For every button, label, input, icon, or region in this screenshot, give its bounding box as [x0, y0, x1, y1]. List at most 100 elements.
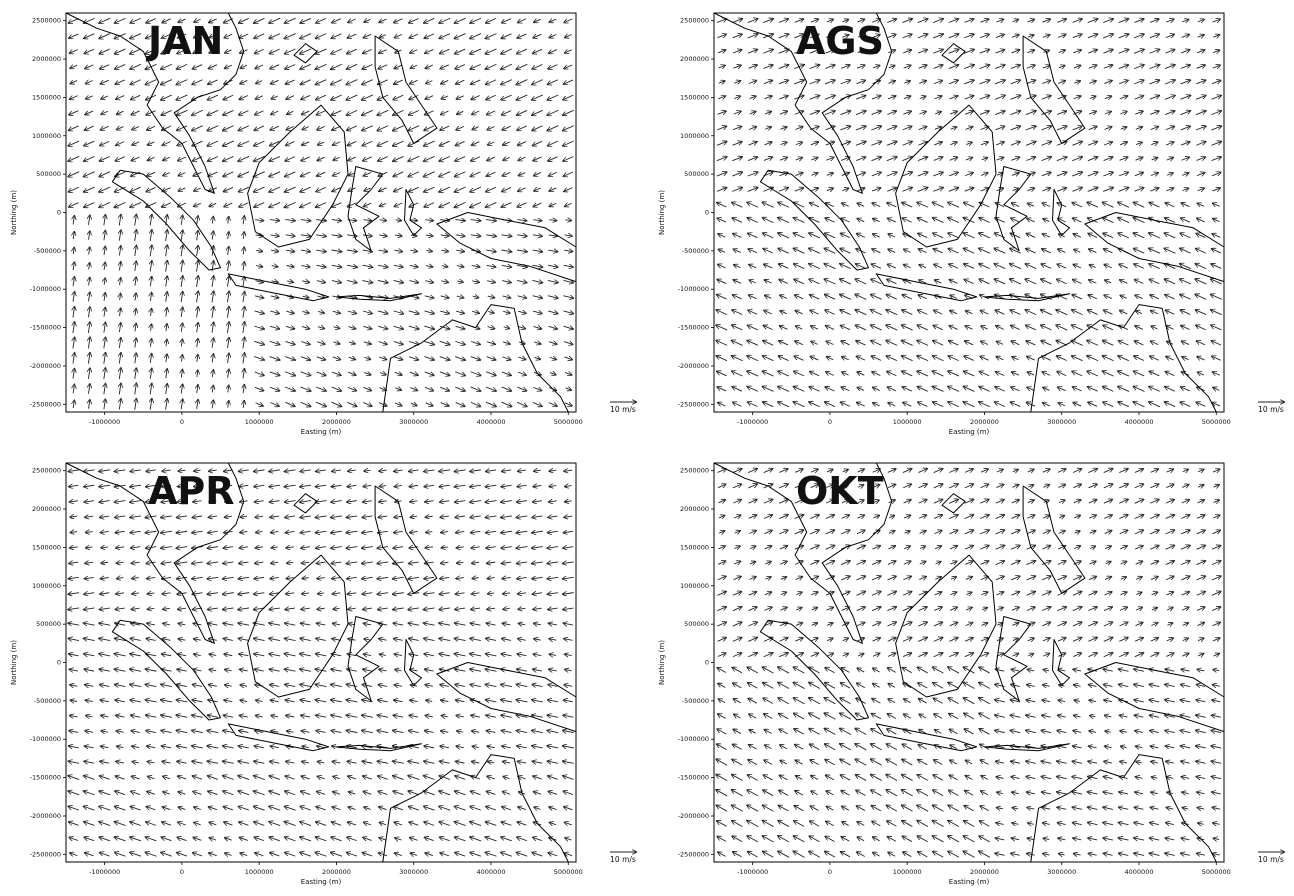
y-tick-label: 2500000 — [32, 467, 61, 475]
y-tick-label: 0 — [57, 209, 61, 217]
wind-vector — [150, 369, 151, 379]
y-tick-label: -1500000 — [30, 324, 61, 332]
wind-vector — [331, 386, 341, 391]
x-tick-label: 5000000 — [1202, 418, 1231, 426]
x-tick-label: 4000000 — [1125, 868, 1154, 876]
wind-vector — [285, 401, 294, 406]
wind-vector — [317, 327, 324, 329]
x-tick-label: 1000000 — [893, 418, 922, 426]
wind-vector — [441, 281, 448, 283]
wind-vector — [424, 311, 433, 314]
wind-vector — [472, 311, 479, 313]
wind-vector — [284, 371, 295, 376]
wind-vector — [166, 276, 168, 287]
wind-vector — [104, 368, 106, 380]
x-tick-label: 1000000 — [245, 868, 274, 876]
wind-vector — [150, 245, 152, 257]
wind-vector — [285, 386, 295, 391]
wind-vector — [548, 250, 557, 252]
wind-vector — [409, 281, 418, 283]
wind-vector — [424, 387, 433, 390]
wind-vector — [120, 308, 121, 317]
wind-vector — [88, 353, 90, 364]
wind-vector — [409, 265, 418, 267]
wind-vector — [228, 232, 229, 240]
wind-vector — [254, 371, 264, 376]
wind-vector — [243, 307, 245, 318]
wind-vector — [457, 281, 462, 282]
y-axis-label: Northing (m) — [658, 640, 666, 685]
wind-vector — [243, 247, 244, 255]
wind-vector — [212, 386, 213, 393]
wind-vector — [255, 266, 262, 267]
wind-vector — [393, 311, 403, 314]
wind-vector — [254, 340, 264, 344]
wind-vector — [317, 342, 324, 344]
wind-vector — [243, 262, 244, 271]
y-tick-label: -2500000 — [678, 400, 709, 408]
wind-vector — [212, 291, 214, 303]
map-panel-apr: 2500000 2000000 1500000 1000000 500000 0 -5000… — [8, 456, 648, 896]
wind-vector — [533, 387, 541, 390]
wind-vector — [119, 338, 120, 348]
y-tick-label: -1000000 — [30, 735, 61, 743]
y-tick-label: 1000000 — [680, 582, 709, 590]
y-tick-label: -500000 — [682, 247, 709, 255]
wind-vector — [286, 296, 293, 298]
wind-vector — [315, 401, 326, 406]
wind-vector — [502, 357, 511, 360]
wind-vector — [547, 265, 558, 267]
wind-vector — [73, 292, 74, 302]
wind-vector — [73, 232, 74, 240]
wind-vector — [243, 322, 245, 334]
wind-vector — [363, 342, 371, 344]
wind-vector — [316, 371, 325, 376]
wind-vector — [212, 354, 213, 363]
y-tick-label: 2000000 — [32, 505, 61, 513]
x-tick-label: 5000000 — [1202, 868, 1231, 876]
map-svg-okt: 25000002000000150000010000005000000-5000… — [658, 462, 1294, 886]
wind-vector — [502, 342, 510, 344]
reference-vector-label: 10 m/s — [1258, 855, 1284, 864]
wind-vector — [135, 399, 137, 410]
wind-vector — [470, 235, 480, 236]
wind-vector — [181, 339, 182, 347]
wind-vector — [285, 326, 294, 329]
wind-vector — [501, 250, 512, 252]
wind-vector — [316, 250, 326, 252]
wind-vector — [150, 339, 151, 347]
wind-vector — [332, 311, 340, 313]
wind-vector — [455, 235, 465, 236]
wind-vector — [410, 403, 417, 405]
wind-vector — [548, 342, 557, 345]
wind-vector — [89, 247, 90, 255]
wind-vector — [243, 292, 245, 303]
wind-vector — [269, 386, 279, 391]
wind-vector — [181, 245, 183, 257]
wind-vector — [150, 384, 152, 395]
map-panel-okt: 2500000 2000000 1500000 1000000 500000 0 -5000… — [656, 456, 1294, 896]
wind-vector — [181, 355, 182, 362]
wind-vector — [456, 250, 464, 251]
wind-vector — [135, 368, 137, 380]
wind-vector — [135, 293, 136, 301]
wind-vector — [333, 342, 339, 344]
wind-vector — [395, 388, 401, 390]
wind-vector — [532, 296, 542, 298]
wind-vector — [243, 277, 244, 287]
wind-vector — [73, 401, 74, 409]
wind-vector — [89, 292, 90, 302]
wind-vector — [301, 342, 309, 345]
wind-vector — [362, 280, 372, 282]
wind-vector — [471, 265, 480, 267]
x-tick-label: 4000000 — [477, 418, 506, 426]
wind-vector — [301, 326, 309, 328]
wind-vector — [300, 386, 311, 391]
wind-vector — [166, 399, 168, 410]
wind-vector — [363, 326, 371, 328]
wind-vector — [150, 354, 151, 363]
x-tick-label: 3000000 — [399, 418, 428, 426]
x-tick-label: 0 — [828, 868, 832, 876]
x-axis-label: Easting (m) — [949, 428, 990, 436]
wind-vector — [89, 278, 90, 286]
